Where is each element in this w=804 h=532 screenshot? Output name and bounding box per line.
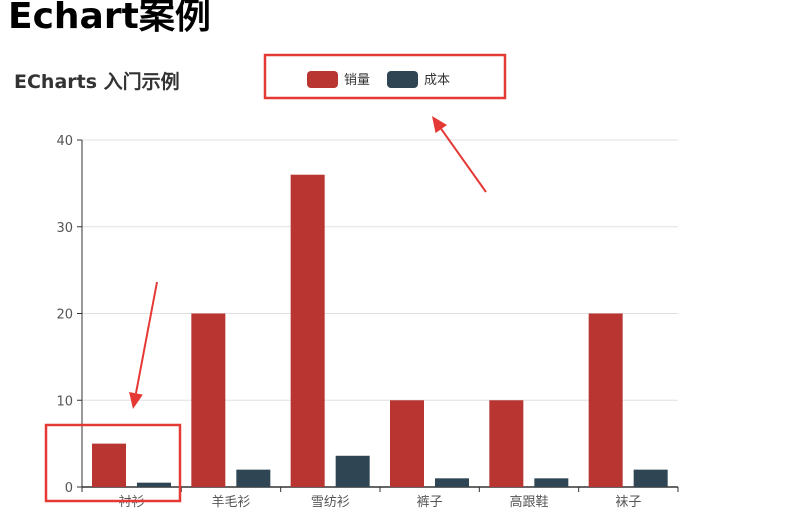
bar-cost bbox=[633, 469, 668, 487]
legend[interactable]: 销量 成本 bbox=[307, 71, 450, 88]
legend-swatch bbox=[307, 71, 338, 88]
bar-cost bbox=[335, 455, 370, 487]
bar-cost bbox=[137, 482, 171, 487]
bar-cost bbox=[534, 478, 569, 487]
y-tick-label: 10 bbox=[56, 394, 73, 409]
x-tick-label: 羊毛衫 bbox=[211, 494, 250, 510]
x-tick-label: 雪纺衫 bbox=[311, 495, 350, 510]
legend-label: 销量 bbox=[344, 73, 370, 88]
arrow-to-legend bbox=[432, 116, 487, 193]
x-tick-label: 裤子 bbox=[417, 495, 443, 510]
highlight-box-legend bbox=[263, 53, 507, 100]
y-tick-label: 20 bbox=[56, 308, 73, 323]
arrow-head bbox=[432, 116, 447, 134]
y-tick-label: 0 bbox=[65, 481, 73, 496]
bar-sales bbox=[588, 313, 623, 487]
arrow-shaft bbox=[134, 281, 158, 394]
x-tick-label: 衬衫 bbox=[119, 495, 145, 510]
legend-label: 成本 bbox=[424, 73, 450, 88]
axes bbox=[77, 139, 679, 492]
highlight-box-bar bbox=[44, 423, 182, 503]
annotations bbox=[44, 53, 507, 503]
y-tick-label: 40 bbox=[56, 134, 73, 149]
bar-sales bbox=[290, 174, 325, 487]
page-title: Echart案例 bbox=[8, 0, 211, 37]
bars bbox=[92, 174, 668, 487]
arrow-head bbox=[129, 391, 143, 409]
bar-cost bbox=[435, 478, 469, 487]
x-tick-label: 袜子 bbox=[615, 495, 641, 510]
chart-title: ECharts 入门示例 bbox=[14, 70, 180, 93]
bar-sales bbox=[390, 400, 424, 487]
x-tick-label: 高跟鞋 bbox=[509, 494, 548, 510]
bar-sales bbox=[92, 443, 126, 487]
bar-sales bbox=[191, 313, 226, 487]
arrow-to-bar bbox=[129, 281, 158, 409]
bar-cost bbox=[236, 469, 271, 487]
bar-sales bbox=[489, 400, 524, 487]
grid-lines bbox=[82, 139, 678, 401]
legend-swatch bbox=[387, 71, 418, 88]
arrow-shaft bbox=[440, 128, 487, 193]
tick-labels: 0 10 20 30 40 衬衫 羊毛衫 雪纺衫 裤子 高跟鞋 袜子 bbox=[56, 134, 641, 510]
y-tick-label: 30 bbox=[56, 221, 73, 236]
